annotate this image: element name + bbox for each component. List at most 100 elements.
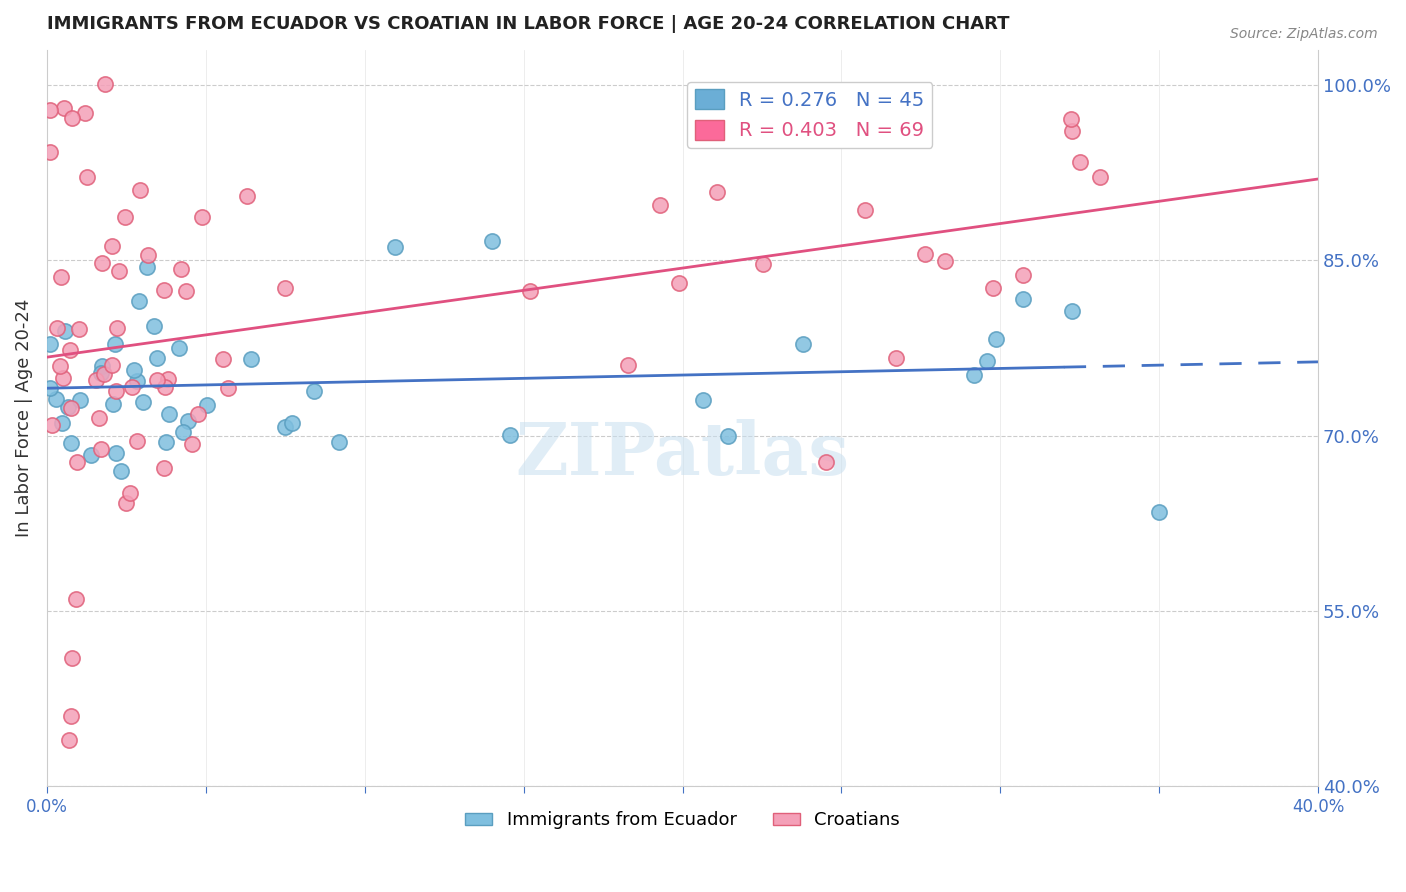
Immigrants from Ecuador <box>53 324 76 338</box>
Croatians <box>650 198 672 212</box>
Croatians <box>136 248 159 262</box>
Immigrants from Ecuador <box>146 351 169 365</box>
Croatians <box>65 592 87 607</box>
Croatians <box>191 210 214 224</box>
Immigrants from Ecuador <box>239 351 262 366</box>
Croatians <box>59 343 82 358</box>
Croatians <box>706 185 728 199</box>
Croatians <box>101 239 124 253</box>
Croatians <box>884 351 907 365</box>
Croatians <box>59 709 82 723</box>
Croatians <box>60 111 83 125</box>
Croatians <box>93 368 115 382</box>
Croatians <box>115 496 138 510</box>
Croatians <box>105 321 128 335</box>
Croatians <box>121 380 143 394</box>
Immigrants from Ecuador <box>384 240 406 254</box>
Croatians <box>120 486 142 500</box>
Croatians <box>236 189 259 203</box>
Immigrants from Ecuador <box>91 359 114 374</box>
Croatians <box>66 455 89 469</box>
Immigrants from Ecuador <box>51 416 73 430</box>
Croatians <box>814 455 837 469</box>
Croatians <box>1060 112 1083 126</box>
Immigrants from Ecuador <box>128 294 150 309</box>
Croatians <box>58 732 80 747</box>
Croatians <box>273 281 295 295</box>
Croatians <box>114 210 136 224</box>
Immigrants from Ecuador <box>281 416 304 430</box>
Immigrants from Ecuador <box>60 436 83 450</box>
Immigrants from Ecuador <box>124 363 146 377</box>
Croatians <box>983 281 1005 295</box>
Croatians <box>853 202 876 217</box>
Immigrants from Ecuador <box>69 392 91 407</box>
Croatians <box>187 407 209 421</box>
Croatians <box>100 358 122 372</box>
Immigrants from Ecuador <box>717 429 740 443</box>
Croatians <box>45 321 67 335</box>
Immigrants from Ecuador <box>1147 505 1170 519</box>
Immigrants from Ecuador <box>104 337 127 351</box>
Croatians <box>934 253 956 268</box>
Immigrants from Ecuador <box>984 332 1007 346</box>
Croatians <box>1060 124 1083 138</box>
Croatians <box>519 285 541 299</box>
Croatians <box>617 358 640 372</box>
Croatians <box>60 401 83 415</box>
Croatians <box>108 264 131 278</box>
Y-axis label: In Labor Force | Age 20-24: In Labor Force | Age 20-24 <box>15 299 32 537</box>
Immigrants from Ecuador <box>39 336 62 351</box>
Immigrants from Ecuador <box>104 446 127 460</box>
Croatians <box>73 106 96 120</box>
Croatians <box>127 434 149 448</box>
Croatians <box>105 384 128 399</box>
Croatians <box>146 373 169 387</box>
Croatians <box>174 284 197 298</box>
Croatians <box>51 370 73 384</box>
Croatians <box>53 101 76 115</box>
Immigrants from Ecuador <box>976 353 998 368</box>
Immigrants from Ecuador <box>157 408 180 422</box>
Immigrants from Ecuador <box>1011 292 1033 306</box>
Immigrants from Ecuador <box>142 319 165 334</box>
Immigrants from Ecuador <box>56 400 79 414</box>
Croatians <box>1011 268 1033 283</box>
Croatians <box>84 373 107 387</box>
Croatians <box>668 276 690 290</box>
Immigrants from Ecuador <box>101 397 124 411</box>
Croatians <box>217 382 239 396</box>
Croatians <box>170 262 193 277</box>
Immigrants from Ecuador <box>499 428 522 442</box>
Immigrants from Ecuador <box>1062 303 1084 318</box>
Immigrants from Ecuador <box>90 366 112 380</box>
Immigrants from Ecuador <box>45 392 67 406</box>
Immigrants from Ecuador <box>274 419 297 434</box>
Text: ZIPatlas: ZIPatlas <box>516 419 849 491</box>
Croatians <box>49 359 72 373</box>
Croatians <box>39 145 62 159</box>
Immigrants from Ecuador <box>328 435 350 450</box>
Croatians <box>90 442 112 457</box>
Croatians <box>766 110 789 124</box>
Legend: Immigrants from Ecuador, Croatians: Immigrants from Ecuador, Croatians <box>458 804 907 837</box>
Immigrants from Ecuador <box>80 448 103 462</box>
Immigrants from Ecuador <box>110 464 132 478</box>
Croatians <box>76 169 98 184</box>
Croatians <box>90 256 112 270</box>
Croatians <box>914 247 936 261</box>
Croatians <box>1069 155 1091 169</box>
Croatians <box>212 352 235 367</box>
Croatians <box>153 283 176 297</box>
Text: IMMIGRANTS FROM ECUADOR VS CROATIAN IN LABOR FORCE | AGE 20-24 CORRELATION CHART: IMMIGRANTS FROM ECUADOR VS CROATIAN IN L… <box>46 15 1010 33</box>
Croatians <box>60 651 83 665</box>
Immigrants from Ecuador <box>692 392 714 407</box>
Croatians <box>155 380 177 394</box>
Immigrants from Ecuador <box>155 434 177 449</box>
Immigrants from Ecuador <box>304 384 326 398</box>
Croatians <box>157 371 180 385</box>
Immigrants from Ecuador <box>962 368 984 382</box>
Croatians <box>41 417 63 432</box>
Immigrants from Ecuador <box>481 234 503 248</box>
Croatians <box>129 183 152 197</box>
